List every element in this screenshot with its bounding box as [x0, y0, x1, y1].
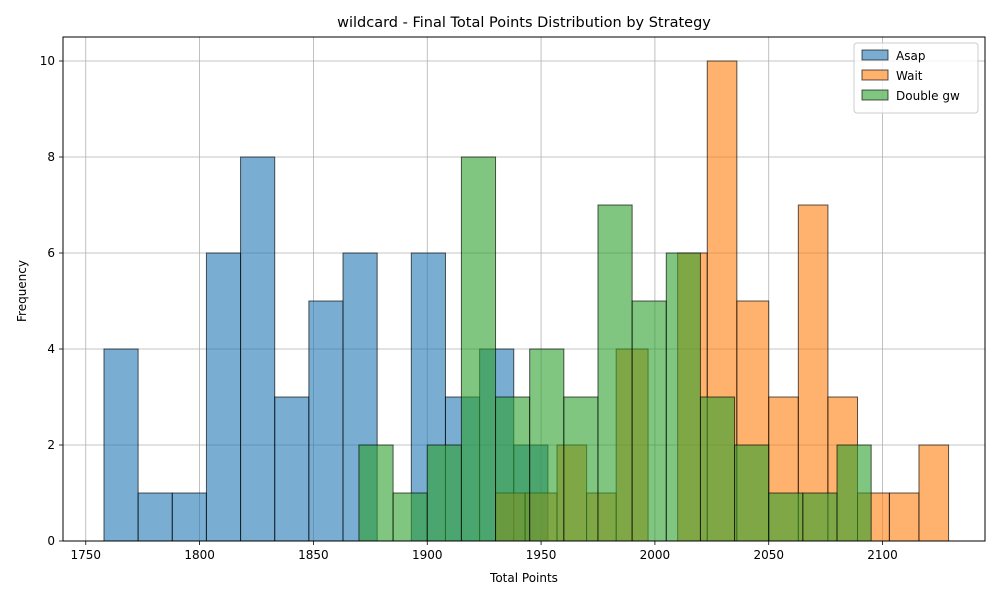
y-tick-label-3: 6	[47, 246, 55, 260]
bars	[103, 60, 950, 542]
legend-swatch-asap	[861, 49, 889, 61]
bar-asap-6	[308, 300, 344, 542]
bar-asap-1	[137, 492, 173, 542]
y-tick-label-5: 10	[40, 54, 55, 68]
bar-asap-3	[205, 252, 242, 542]
x-tick-label-7: 2100	[867, 548, 898, 562]
bar-asap-5	[274, 396, 310, 542]
bar-double-gw-13	[802, 492, 838, 542]
bar-wait-13	[888, 492, 920, 542]
y-tick-label-1: 2	[47, 438, 55, 452]
bar-double-gw-3	[460, 156, 497, 542]
bar-double-gw-5	[529, 348, 565, 542]
x-tick-label-0: 1750	[70, 548, 101, 562]
x-tick-label-5: 2000	[640, 548, 671, 562]
x-tick-label-6: 2050	[753, 548, 784, 562]
bar-asap-4	[240, 156, 276, 542]
y-axis: 0 2 4 6 8 10	[40, 54, 63, 548]
x-axis-label: Total Points	[489, 571, 558, 585]
x-axis: 1750 1800 1850 1900 1950 2000 2050 2100	[70, 541, 898, 562]
y-axis-label: Frequency	[15, 260, 29, 322]
bar-double-gw-8	[631, 300, 667, 542]
y-tick-label-2: 4	[47, 342, 55, 356]
legend-swatch-wait	[861, 69, 889, 81]
bar-double-gw-0	[358, 444, 394, 542]
y-tick-label-0: 0	[47, 534, 55, 548]
x-tick-label-3: 1900	[412, 548, 443, 562]
legend-label-asap: Asap	[896, 49, 925, 63]
y-tick-label-4: 8	[47, 150, 55, 164]
x-tick-label-4: 1950	[526, 548, 557, 562]
bar-double-gw-12	[768, 492, 804, 542]
bar-asap-0	[103, 348, 139, 542]
legend-swatch-double-gw	[861, 89, 889, 101]
bar-double-gw-10	[699, 396, 736, 542]
plot-frame	[62, 36, 986, 542]
x-tick-label-1: 1800	[184, 548, 215, 562]
bar-asap-2	[171, 492, 207, 542]
bar-double-gw-14	[836, 444, 872, 542]
bar-double-gw-7	[597, 204, 633, 542]
bar-double-gw-1	[392, 492, 428, 542]
legend-label-wait: Wait	[896, 69, 923, 83]
bar-double-gw-11	[734, 444, 770, 542]
bar-double-gw-2	[426, 444, 462, 542]
bar-wait-14	[918, 444, 950, 542]
bar-double-gw-4	[495, 396, 531, 542]
x-tick-label-2: 1850	[298, 548, 329, 562]
bar-double-gw-6	[563, 396, 599, 542]
legend: Asap Wait Double gw	[853, 42, 979, 114]
bar-wait-10	[797, 204, 829, 542]
chart-title: wildcard - Final Total Points Distributi…	[337, 15, 711, 31]
legend-label-double-gw: Double gw	[896, 89, 960, 103]
bar-double-gw-9	[665, 252, 701, 542]
